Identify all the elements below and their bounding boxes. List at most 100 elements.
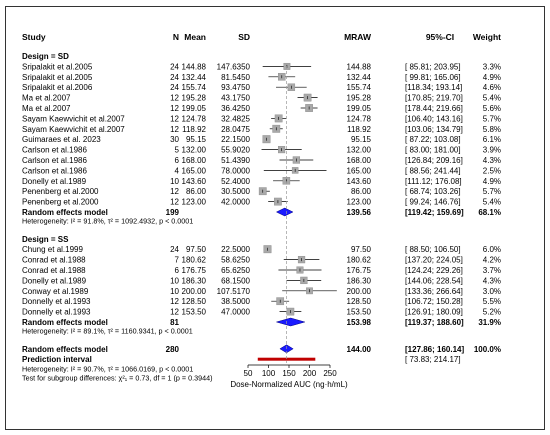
study-label: Conway et al.1989 xyxy=(22,287,89,296)
subgroup-heterogeneity: Heterogeneity: I² = 89.1%, τ² = 1160.934… xyxy=(22,326,193,335)
study-effect: 195.28 xyxy=(347,94,372,103)
study-weight: 3.0% xyxy=(483,287,501,296)
study-label: Sripalakit et al.2006 xyxy=(22,83,93,92)
col-header-sd: SD xyxy=(238,32,250,42)
study-mean: 123.00 xyxy=(182,198,207,207)
study-weight: 4.3% xyxy=(483,156,501,165)
study-mean: 97.50 xyxy=(186,245,207,254)
prediction-ci: [ 73.83; 214.17] xyxy=(405,355,461,364)
study-ci: [106.72; 150.28] xyxy=(405,297,463,306)
study-label: Sripalakit et al.2005 xyxy=(22,62,93,71)
study-mean: 200.00 xyxy=(182,287,207,296)
x-tick-label: 250 xyxy=(323,369,337,378)
study-weight: 5.7% xyxy=(483,187,501,196)
figure-frame xyxy=(5,6,545,430)
study-label: Sripalakit et al.2005 xyxy=(22,73,93,82)
prediction-bar xyxy=(257,357,316,361)
study-effect: 180.62 xyxy=(347,256,372,265)
study-ci: [ 99.81; 165.06] xyxy=(405,73,461,82)
study-n: 12 xyxy=(170,125,179,134)
study-ci: [124.24; 229.26] xyxy=(405,266,463,275)
study-effect: 165.00 xyxy=(347,166,372,175)
summary-ci: [127.86; 160.14] xyxy=(405,345,464,354)
study-n: 10 xyxy=(170,177,179,186)
study-sd: 30.5000 xyxy=(221,187,250,196)
study-label: Chung et al.1999 xyxy=(22,245,83,254)
study-ci: [133.36; 266.64] xyxy=(405,287,463,296)
summary-label: Random effects model xyxy=(22,208,108,217)
col-header-mean: Mean xyxy=(184,32,206,42)
study-effect: 176.75 xyxy=(347,266,372,275)
study-label: Penenberg et al.2000 xyxy=(22,198,99,207)
study-label: Donnelly et al.1993 xyxy=(22,308,91,317)
col-header-weight: Weight xyxy=(473,32,501,42)
study-mean: 180.62 xyxy=(182,256,207,265)
study-label: Sayam Kaewvichit et al.2007 xyxy=(22,114,125,123)
study-effect: 128.50 xyxy=(347,297,372,306)
study-n: 6 xyxy=(175,156,180,165)
study-n: 10 xyxy=(170,276,179,285)
study-weight: 5.8% xyxy=(483,125,501,134)
study-weight: 6.1% xyxy=(483,135,501,144)
study-n: 10 xyxy=(170,287,179,296)
study-label: Donelly et al.1989 xyxy=(22,177,87,186)
study-label: Carlson et al.1986 xyxy=(22,166,87,175)
summary-diamond xyxy=(275,207,294,217)
subgroup-label: Design = SS xyxy=(22,235,69,244)
study-label: Donnelly et al.1993 xyxy=(22,297,91,306)
study-sd: 81.5450 xyxy=(221,73,250,82)
study-sd: 36.4250 xyxy=(221,104,250,113)
study-ci: [126.84; 209.16] xyxy=(405,156,463,165)
study-n: 4 xyxy=(175,166,180,175)
study-n: 5 xyxy=(175,146,180,155)
summary-weight: 68.1% xyxy=(478,208,501,217)
study-n: 24 xyxy=(170,62,179,71)
study-effect: 155.74 xyxy=(347,83,372,92)
study-sd: 47.0000 xyxy=(221,308,250,317)
study-sd: 147.6350 xyxy=(217,62,251,71)
study-effect: 143.60 xyxy=(347,177,372,186)
x-tick-label: 100 xyxy=(262,369,276,378)
study-weight: 5.6% xyxy=(483,104,501,113)
summary-weight: 31.9% xyxy=(478,318,501,327)
study-weight: 6.0% xyxy=(483,245,501,254)
study-weight: 4.9% xyxy=(483,177,501,186)
summary-ci: [119.37; 188.60] xyxy=(405,318,464,327)
study-label: Ma et al.2007 xyxy=(22,94,71,103)
study-mean: 155.74 xyxy=(182,83,207,92)
study-weight: 3.7% xyxy=(483,266,501,275)
study-effect: 86.00 xyxy=(351,187,372,196)
study-label: Conrad et al.1988 xyxy=(22,266,86,275)
study-ci: [ 85.81; 203.95] xyxy=(405,62,461,71)
study-mean: 95.15 xyxy=(186,135,207,144)
study-label: Carlson et al.1986 xyxy=(22,146,87,155)
x-tick-label: 150 xyxy=(282,369,296,378)
study-ci: [ 68.74; 103.26] xyxy=(405,187,461,196)
study-sd: 58.6250 xyxy=(221,256,250,265)
study-n: 12 xyxy=(170,297,179,306)
study-mean: 86.00 xyxy=(186,187,207,196)
x-tick-label: 50 xyxy=(244,369,253,378)
study-ci: [118.34; 193.14] xyxy=(405,83,462,92)
col-header-study: Study xyxy=(22,32,46,42)
study-n: 6 xyxy=(175,266,180,275)
study-ci: [144.06; 228.54] xyxy=(405,276,463,285)
study-weight: 4.3% xyxy=(483,276,501,285)
summary-effect: 139.56 xyxy=(347,208,372,217)
study-ci: [106.40; 143.16] xyxy=(405,114,463,123)
study-n: 12 xyxy=(170,308,179,317)
study-sd: 107.5170 xyxy=(217,287,251,296)
study-mean: 128.50 xyxy=(182,297,207,306)
study-effect: 153.50 xyxy=(347,308,372,317)
study-n: 30 xyxy=(170,135,179,144)
study-ci: [178.44; 219.66] xyxy=(405,104,463,113)
study-sd: 32.4825 xyxy=(221,114,250,123)
study-mean: 118.92 xyxy=(182,125,206,134)
study-effect: 168.00 xyxy=(347,156,372,165)
study-sd: 22.1500 xyxy=(221,135,250,144)
summary-n: 81 xyxy=(170,318,179,327)
study-effect: 144.88 xyxy=(347,62,372,71)
summary-ci: [119.42; 159.69] xyxy=(405,208,464,217)
study-effect: 123.00 xyxy=(347,198,372,207)
study-ci: [ 83.00; 181.00] xyxy=(405,146,461,155)
